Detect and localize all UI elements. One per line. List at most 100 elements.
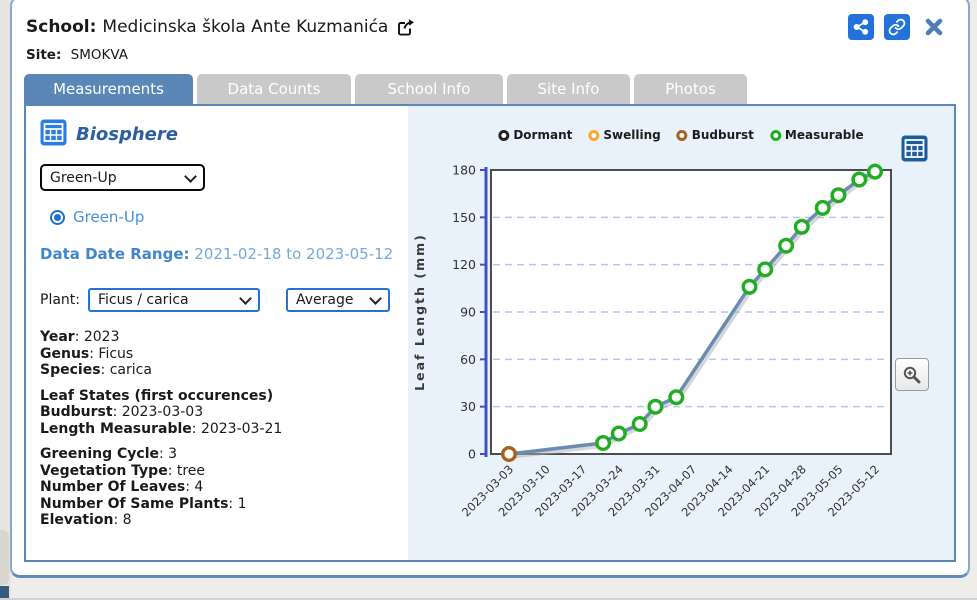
chevron-down-icon <box>184 169 197 183</box>
close-icon[interactable] <box>924 17 944 37</box>
show-data-table-button[interactable] <box>901 135 928 162</box>
date-range-value: 2021-02-18 to 2023-05-12 <box>194 245 394 263</box>
chart-panel: Dormant Swelling Budburst Measurable <box>408 106 954 560</box>
plant-row: Plant: Ficus / carica Average <box>40 288 398 312</box>
background-map-shape <box>0 530 9 585</box>
aggregation-select[interactable]: Average <box>286 288 390 312</box>
tab-site-info[interactable]: Site Info <box>507 74 630 104</box>
info-heading: Leaf States (first occurences) <box>40 387 274 404</box>
legend-ring-icon <box>498 129 510 141</box>
svg-text:90: 90 <box>460 305 476 320</box>
data-point-2023-05-12[interactable] <box>867 163 884 180</box>
plant-info: Year: 2023 Genus: Ficus Species: carica Lea… <box>40 329 398 529</box>
data-point-2023-04-28[interactable] <box>793 218 810 235</box>
legend-item-swelling: Swelling <box>588 128 661 142</box>
tab-photos[interactable]: Photos <box>634 74 747 104</box>
data-point-2023-04-21[interactable] <box>757 261 774 278</box>
info-row: Number Of Same Plants: 1 <box>40 495 247 512</box>
svg-text:30: 30 <box>460 399 476 414</box>
table-grid-icon <box>901 135 928 162</box>
info-group: Greening Cycle: 3 Vegetation Type: tree Nu… <box>40 446 398 529</box>
legend-ring-icon <box>588 129 600 141</box>
data-point-2023-04-25[interactable] <box>778 237 795 254</box>
legend-item-budburst: Budburst <box>676 128 754 142</box>
date-range-label: Data Date Range: <box>40 245 190 263</box>
data-point-2023-03-31[interactable] <box>647 398 664 415</box>
share-button[interactable] <box>848 14 874 40</box>
info-group: Leaf States (first occurences) Budburst: … <box>40 388 398 438</box>
data-point-2023-04-18[interactable] <box>741 278 758 295</box>
data-point-2023-05-09[interactable] <box>851 171 868 188</box>
page-bottom-edge <box>0 598 977 600</box>
data-date-range: Data Date Range: 2021-02-18 to 2023-05-1… <box>40 245 398 263</box>
data-point-2023-03-21[interactable] <box>595 435 612 452</box>
leaf-length-chart[interactable]: 03060901201501802023-03-032023-03-102023… <box>408 146 960 562</box>
legend-label: Measurable <box>784 128 864 142</box>
legend-label: Swelling <box>603 128 661 142</box>
site-label: Site: <box>26 47 62 63</box>
data-point-2023-03-24[interactable] <box>610 425 627 442</box>
legend-item-measurable: Measurable <box>769 128 864 142</box>
info-row: Greening Cycle: 3 <box>40 446 178 462</box>
chevron-down-icon <box>239 292 252 305</box>
svg-text:Leaf Length (mm): Leaf Length (mm) <box>412 233 427 391</box>
school-label: School: <box>26 17 97 37</box>
protocol-select[interactable]: Green-Up <box>40 164 205 191</box>
svg-text:60: 60 <box>460 352 476 367</box>
data-point-2023-05-05[interactable] <box>830 187 847 204</box>
info-row: Length Measurable: 2023-03-21 <box>40 420 283 437</box>
info-group: Year: 2023 Genus: Ficus Species: carica <box>40 329 398 379</box>
data-point-2023-04-04[interactable] <box>668 389 685 406</box>
protocol-select-value: Green-Up <box>50 169 117 186</box>
info-row: Elevation: 8 <box>40 512 132 528</box>
info-row: Genus: Ficus <box>40 345 134 362</box>
svg-text:120: 120 <box>452 257 476 272</box>
share-icon <box>853 19 869 35</box>
chevron-down-icon <box>369 292 382 305</box>
tab-bar: Measurements Data Counts School Info Sit… <box>24 74 968 104</box>
legend-label: Budburst <box>691 128 754 142</box>
greenup-radio[interactable]: Green-Up <box>50 208 398 226</box>
tab-content: Biosphere Green-Up Green-Up Data Date Ra… <box>24 104 956 562</box>
measurements-panel: Biosphere Green-Up Green-Up Data Date Ra… <box>26 106 408 560</box>
background-map-water <box>0 586 9 600</box>
data-point-2023-05-02[interactable] <box>814 199 831 216</box>
tab-measurements[interactable]: Measurements <box>24 74 193 104</box>
background-page-sliver <box>0 0 11 600</box>
dialog-header: School: Medicinska škola Ante Kuzmanića <box>12 0 968 63</box>
legend-item-dormant: Dormant <box>498 128 572 142</box>
zoom-in-magnifier-icon <box>903 366 921 383</box>
zoom-in-button[interactable] <box>895 358 929 391</box>
data-point-2023-03-28[interactable] <box>631 416 648 433</box>
legend-ring-icon <box>769 129 781 141</box>
greenup-radio-label: Green-Up <box>73 208 145 226</box>
site-name: SMOKVA <box>70 47 128 63</box>
school-name: Medicinska škola Ante Kuzmanića <box>102 17 389 37</box>
plant-select[interactable]: Ficus / carica <box>88 288 260 312</box>
svg-text:180: 180 <box>452 163 476 178</box>
external-link-icon[interactable] <box>396 17 416 37</box>
data-point-2023-03-03[interactable] <box>500 446 517 463</box>
site-row: Site: SMOKVA <box>26 47 950 63</box>
svg-text:0: 0 <box>468 447 476 462</box>
link-icon <box>888 18 906 36</box>
legend-label: Dormant <box>513 128 573 142</box>
legend-ring-icon <box>676 129 688 141</box>
info-row: Year: 2023 <box>40 329 120 345</box>
link-button[interactable] <box>884 14 910 40</box>
info-row: Number Of Leaves: 4 <box>40 479 204 495</box>
aggregation-select-value: Average <box>296 292 354 308</box>
section-title: Biosphere <box>76 124 178 145</box>
tab-data-counts[interactable]: Data Counts <box>197 74 351 104</box>
school-detail-dialog: School: Medicinska škola Ante Kuzmanića <box>10 0 970 578</box>
info-row: Budburst: 2023-03-03 <box>40 404 204 420</box>
radio-selected-icon <box>50 209 65 225</box>
chart-legend: Dormant Swelling Budburst Measurable <box>490 128 871 142</box>
tab-school-info[interactable]: School Info <box>355 74 503 104</box>
biosphere-header: Biosphere <box>40 119 398 150</box>
school-row: School: Medicinska škola Ante Kuzmanića <box>26 14 950 40</box>
table-grid-icon[interactable] <box>40 119 67 150</box>
plant-select-value: Ficus / carica <box>98 292 189 308</box>
plant-label: Plant: <box>40 292 80 308</box>
info-row: Species: carica <box>40 362 152 378</box>
